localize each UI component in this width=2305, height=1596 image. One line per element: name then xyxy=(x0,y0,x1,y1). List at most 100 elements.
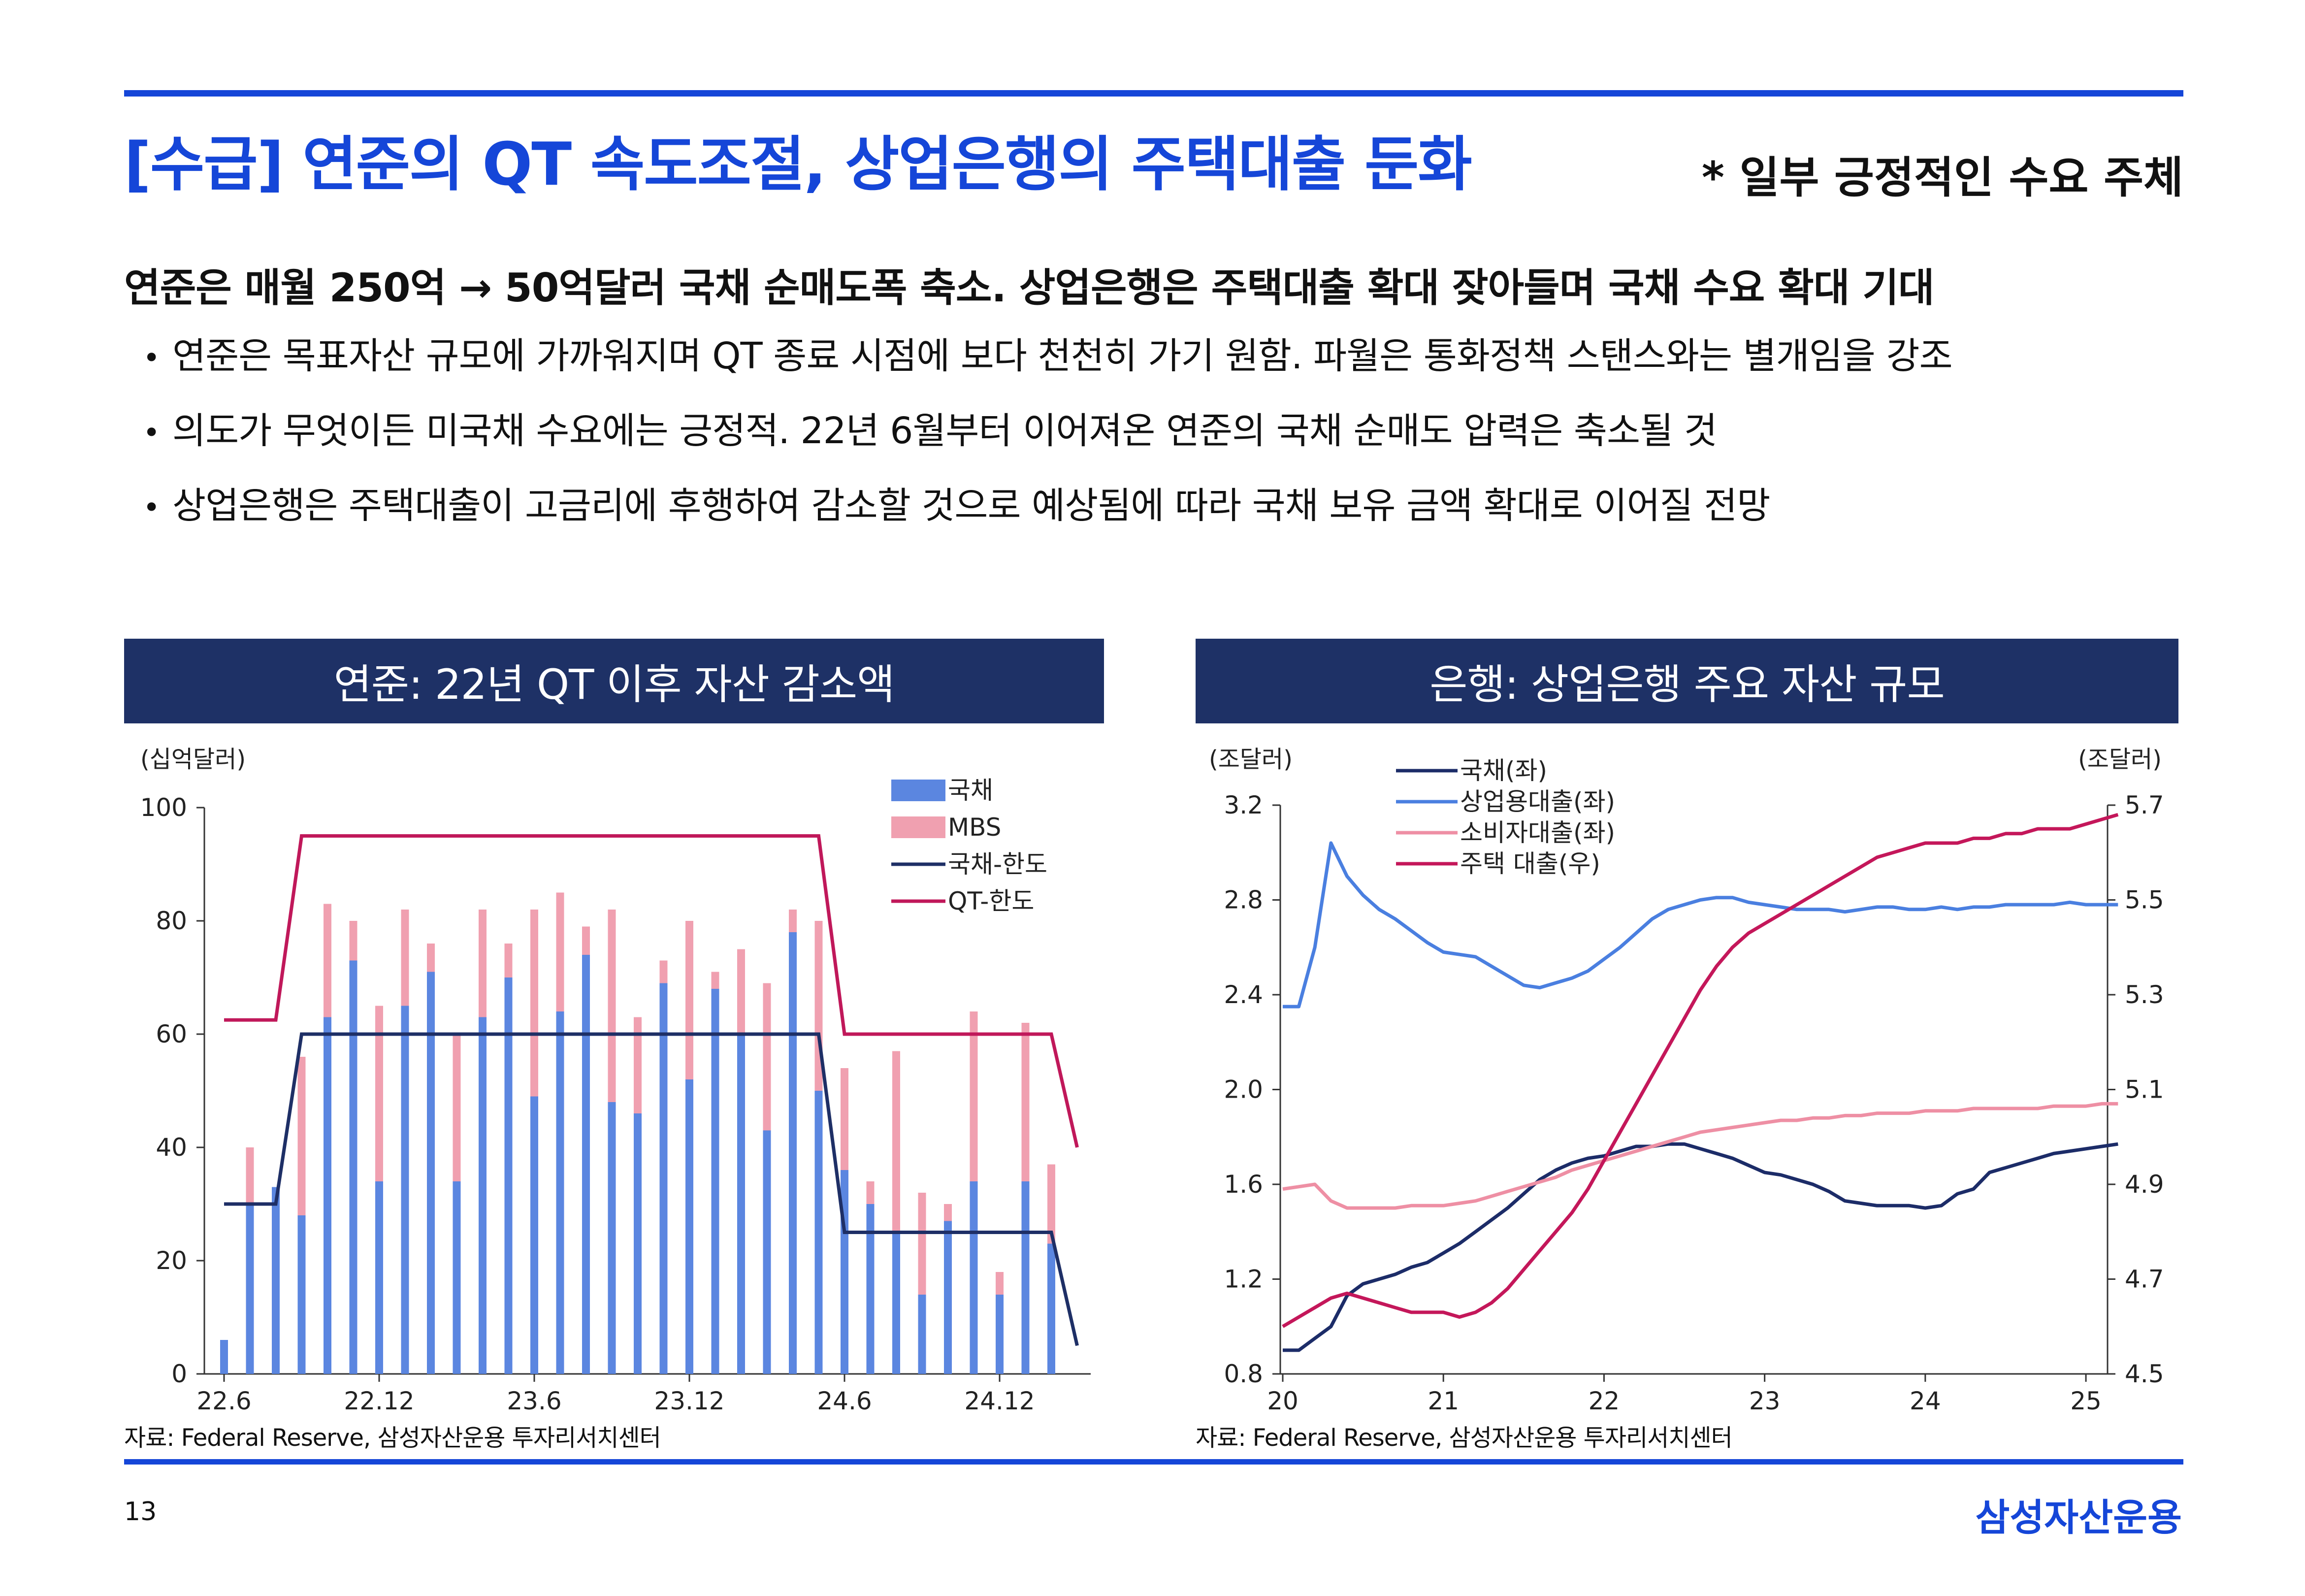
y-unit-label: (십억달러) xyxy=(140,746,246,773)
bar-mbs xyxy=(324,904,331,1017)
x-tick-label: 22.6 xyxy=(196,1387,251,1415)
bar-treasury xyxy=(246,1204,254,1374)
bar-mbs xyxy=(375,1006,383,1181)
bar-treasury xyxy=(634,1113,642,1374)
bar-mbs xyxy=(479,910,487,1017)
bar-treasury xyxy=(763,1130,771,1374)
x-tick-label: 20 xyxy=(1267,1387,1299,1415)
bar-mbs xyxy=(1021,1023,1030,1181)
bar-mbs xyxy=(608,910,616,1102)
bar-mbs xyxy=(504,944,513,977)
line-treasury-cap xyxy=(224,1032,1079,1346)
bar-mbs xyxy=(763,983,771,1131)
bullet-item: • 연준은 목표자산 규모에 가까워지며 QT 종료 시점에 보다 천천히 가기 … xyxy=(143,329,1953,404)
x-tick-label: 22 xyxy=(1589,1387,1620,1415)
legend-label: 상업용대출(좌) xyxy=(1460,787,1615,816)
bar-mbs xyxy=(996,1272,1004,1295)
bar-mbs xyxy=(866,1181,875,1204)
right-tick-label: 5.5 xyxy=(2125,886,2164,914)
y-tick-label: 60 xyxy=(156,1020,187,1048)
bar-treasury xyxy=(737,1034,745,1374)
left-source: 자료: Federal Reserve, 삼성자산운용 투자리서치센터 xyxy=(124,1424,661,1452)
bar-mbs xyxy=(427,944,435,972)
bar-mbs xyxy=(737,949,745,1034)
page-number: 13 xyxy=(124,1497,157,1527)
line-treasuries xyxy=(1283,1142,2118,1352)
bar-treasury xyxy=(375,1181,383,1374)
bar-mbs xyxy=(685,921,693,1079)
x-tick-label: 23.6 xyxy=(507,1387,561,1415)
bar-treasury xyxy=(1047,1243,1055,1374)
bar-treasury xyxy=(659,983,668,1374)
x-tick-label: 25 xyxy=(2070,1387,2102,1415)
bar-mbs xyxy=(297,1057,306,1215)
brand-logo: 삼성자산운용 xyxy=(1975,1496,2182,1539)
bullet-dot: • xyxy=(143,341,160,376)
bar-mbs xyxy=(1047,1164,1055,1244)
bar-mbs xyxy=(634,1017,642,1113)
bar-treasury xyxy=(504,977,513,1374)
y-tick-label: 20 xyxy=(156,1246,187,1275)
legend-label: 국채-한도 xyxy=(948,850,1047,879)
y-tick-label: 40 xyxy=(156,1133,187,1162)
bar-mbs xyxy=(659,960,668,983)
right-tick-label: 4.7 xyxy=(2125,1265,2164,1294)
left-tick-label: 2.0 xyxy=(1224,1075,1263,1104)
legend-swatch xyxy=(891,816,945,838)
right-tick-label: 5.1 xyxy=(2125,1075,2164,1104)
bar-treasury xyxy=(685,1079,693,1374)
bar-treasury xyxy=(479,1017,487,1374)
legend-swatch xyxy=(891,780,945,801)
right-tick-label: 4.5 xyxy=(2125,1360,2164,1388)
right-tick-label: 4.9 xyxy=(2125,1170,2164,1199)
bar-mbs xyxy=(970,1011,978,1181)
bullet-item: • 의도가 무엇이든 미국채 수요에는 긍정적. 22년 6월부터 이어져온 연준… xyxy=(143,404,1952,479)
x-tick-label: 24 xyxy=(1910,1387,1941,1415)
x-tick-label: 21 xyxy=(1428,1387,1459,1415)
x-tick-label: 23.12 xyxy=(654,1387,724,1415)
bullet-list: • 연준은 목표자산 규모에 가까워지며 QT 종료 시점에 보다 천천히 가기 … xyxy=(143,329,1953,554)
right-tick-label: 5.3 xyxy=(2125,980,2164,1009)
bar-treasury xyxy=(556,1011,564,1374)
bar-mbs xyxy=(556,892,564,1011)
left-tick-label: 1.2 xyxy=(1224,1265,1263,1294)
left-tick-label: 2.8 xyxy=(1224,886,1263,914)
left-unit-label: (조달러) xyxy=(1209,746,1293,773)
bar-mbs xyxy=(711,972,719,989)
bar-treasury xyxy=(866,1204,875,1374)
x-tick-label: 24.12 xyxy=(964,1387,1035,1415)
lead-sentence: 연준은 매월 250억 → 50억달러 국채 순매도폭 축소. 상업은행은 주택… xyxy=(124,265,1935,311)
bar-treasury xyxy=(1021,1181,1030,1374)
bar-mbs xyxy=(453,1034,461,1181)
bar-treasury xyxy=(944,1221,952,1374)
right-panel-title: 은행: 상업은행 주요 자산 규모 xyxy=(1196,639,2178,723)
left-tick-label: 0.8 xyxy=(1224,1360,1263,1388)
legend-label: 국채(좌) xyxy=(1460,756,1547,785)
bullet-text: 상업은행은 주택대출이 고금리에 후행하여 감소할 것으로 예상됨에 따라 국채… xyxy=(172,485,1770,527)
bank-assets-chart: 0.8 1.2 1.6 2.0 2.4 2.8 3.2 4.5 4.7 4.9 5.1 5.3 5.5 5… xyxy=(1209,746,2164,1415)
bar-treasury xyxy=(711,989,719,1374)
line-consumer-loans xyxy=(1282,1102,2118,1210)
line-commercial-loans xyxy=(1283,841,2118,1009)
bar-treasury xyxy=(530,1096,538,1374)
x-tick-label: 23 xyxy=(1749,1387,1781,1415)
bar-mbs xyxy=(401,910,409,1006)
fed-qt-chart: 0 20 40 60 80 100 (십억달러) 22.6 22.12 23.6 23.12 24.6… xyxy=(140,746,1091,1415)
bar-mbs xyxy=(892,1051,900,1233)
left-tick-label: 2.4 xyxy=(1224,980,1263,1009)
bar-treasury xyxy=(453,1181,461,1374)
bar-mbs xyxy=(246,1147,254,1204)
bar-mbs xyxy=(789,910,797,932)
bar-mbs xyxy=(918,1193,926,1295)
bar-treasury xyxy=(582,955,590,1374)
bar-treasury xyxy=(349,960,357,1374)
bar-treasury xyxy=(918,1295,926,1374)
bar-mbs xyxy=(841,1068,848,1170)
bar-treasury xyxy=(892,1232,900,1374)
top-rule xyxy=(124,90,2183,97)
bottom-rule xyxy=(124,1459,2183,1465)
legend-label: 주택 대출(우) xyxy=(1460,849,1600,878)
y-tick-label: 100 xyxy=(140,793,187,822)
bar-treasury xyxy=(220,1340,228,1374)
bar-mbs xyxy=(944,1204,952,1221)
